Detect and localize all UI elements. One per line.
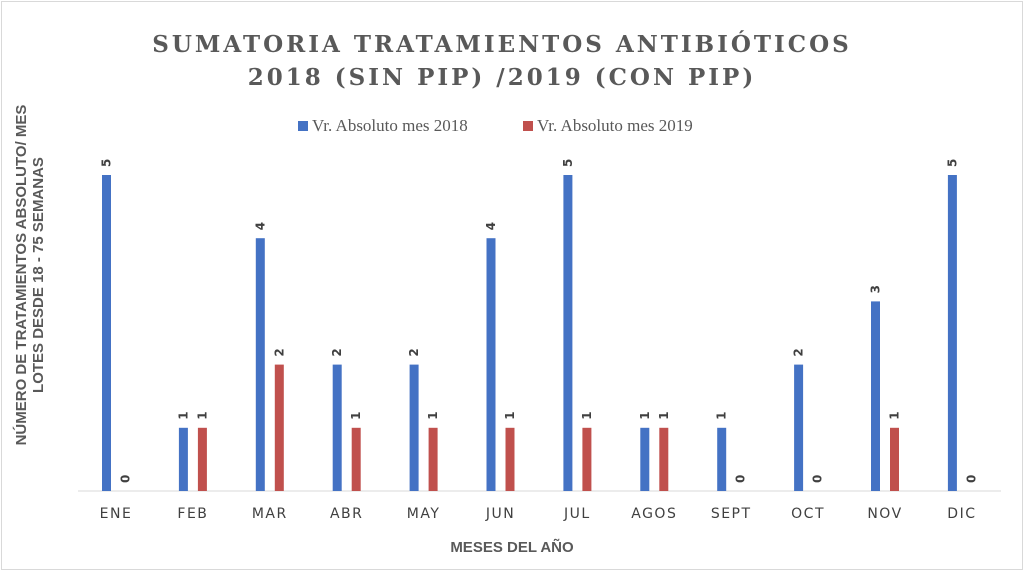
chart-title-line-2: 2018 (SIN PIP) /2019 (CON PIP) — [248, 64, 756, 91]
data-label: 0 — [964, 475, 978, 483]
bar-2018 — [102, 175, 111, 491]
x-tick-label: DIC — [947, 506, 976, 522]
bar-2018 — [486, 238, 496, 491]
x-tick-label: MAR — [252, 506, 288, 522]
bar-2019 — [582, 427, 592, 491]
x-tick-label: NOV — [867, 506, 902, 522]
data-label: 5 — [945, 159, 959, 167]
bar-2019 — [197, 427, 207, 491]
bar-2019 — [274, 364, 284, 491]
data-label: 2 — [792, 348, 806, 356]
data-label: 4 — [253, 222, 267, 230]
legend-label-2018: Vr. Absoluto mes 2018 — [312, 116, 468, 135]
bar-2018 — [409, 364, 419, 491]
bar-2018 — [640, 427, 650, 491]
bar-2019 — [890, 427, 899, 491]
data-label: 0 — [119, 475, 133, 483]
data-label: 0 — [811, 475, 825, 483]
bar-2019 — [428, 427, 438, 491]
bar-2018 — [947, 175, 957, 491]
bar-2018 — [794, 364, 804, 491]
data-label: 4 — [484, 222, 498, 230]
data-label: 1 — [176, 411, 190, 419]
bar-2019 — [351, 427, 361, 491]
data-label: 2 — [407, 348, 421, 356]
bar-2018 — [871, 301, 880, 491]
x-tick-label: JUN — [485, 506, 515, 522]
x-tick-label: AGOS — [631, 506, 677, 522]
legend-label-2019: Vr. Absoluto mes 2019 — [537, 116, 693, 135]
data-label: 1 — [349, 411, 363, 419]
data-label: 1 — [638, 411, 652, 419]
data-label: 2 — [272, 348, 286, 356]
bar-2018 — [717, 427, 727, 491]
bar-2018 — [332, 364, 342, 491]
data-label: 5 — [561, 159, 575, 167]
data-label: 1 — [426, 411, 440, 419]
data-label: 1 — [657, 411, 671, 419]
data-label: 1 — [503, 411, 517, 419]
bar-2018 — [255, 238, 265, 491]
x-tick-label: JUL — [563, 506, 591, 522]
bar-2018 — [178, 427, 188, 491]
data-label: 0 — [734, 475, 748, 483]
y-axis-label-line-1: NÚMERO DE TRATAMIENTOS ABSOLUTO/ MES — [12, 105, 30, 446]
x-tick-label: ABR — [330, 506, 363, 522]
x-tick-label: OCT — [791, 506, 825, 522]
data-label: 1 — [715, 411, 729, 419]
legend-swatch-2018 — [298, 121, 308, 131]
bar-2019 — [505, 427, 515, 491]
x-tick-label: FEB — [177, 506, 208, 522]
data-label: 1 — [888, 411, 902, 419]
data-label: 5 — [100, 159, 114, 167]
x-tick-label: ENE — [100, 506, 133, 522]
data-label: 2 — [330, 348, 344, 356]
x-axis-label: MESES DEL AÑO — [450, 538, 574, 556]
y-axis-label-line-2: LOTES DESDE 18 - 75 SEMANAS — [30, 157, 47, 393]
data-label: 1 — [580, 411, 594, 419]
data-label: 3 — [869, 285, 883, 293]
bar-2018 — [563, 175, 573, 491]
x-tick-label: MAY — [407, 506, 441, 522]
x-tick-label: SEPT — [711, 506, 752, 522]
legend-swatch-2019 — [523, 121, 533, 131]
chart-title-line-1: SUMATORIA TRATAMIENTOS ANTIBIÓTICOS — [152, 31, 851, 58]
data-label: 1 — [195, 411, 209, 419]
bar-2019 — [659, 427, 669, 491]
